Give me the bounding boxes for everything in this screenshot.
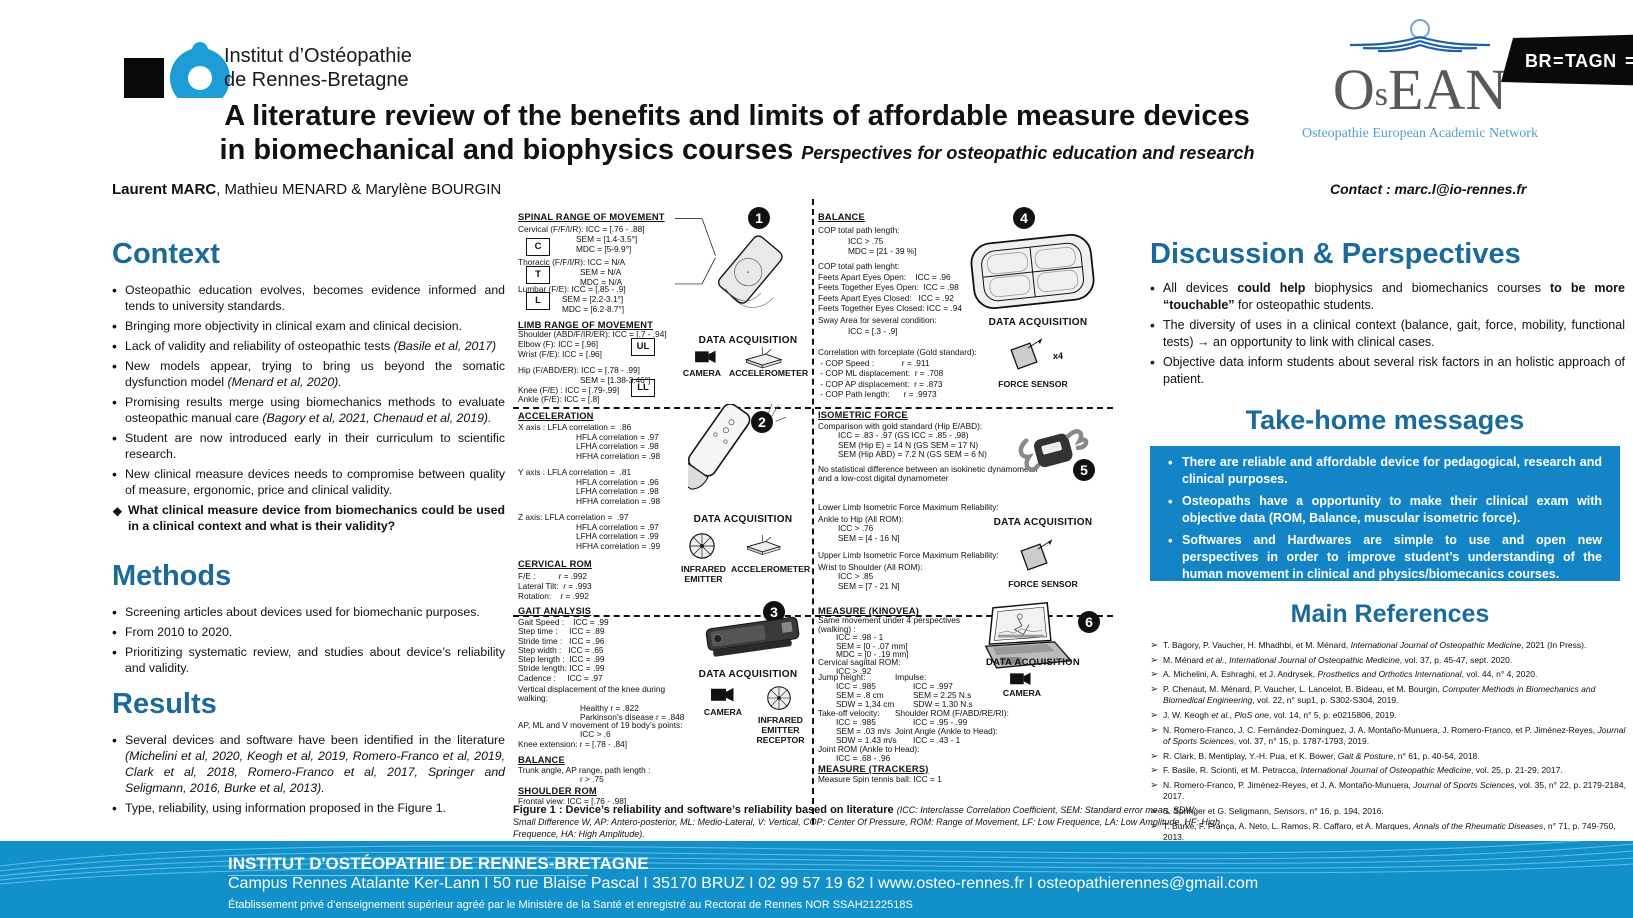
svg-text:TAGN: TAGN xyxy=(1565,51,1617,71)
svg-text:BR: BR xyxy=(1525,51,1552,71)
svg-text:=: = xyxy=(1625,51,1633,71)
svg-text:=: = xyxy=(1553,51,1564,71)
